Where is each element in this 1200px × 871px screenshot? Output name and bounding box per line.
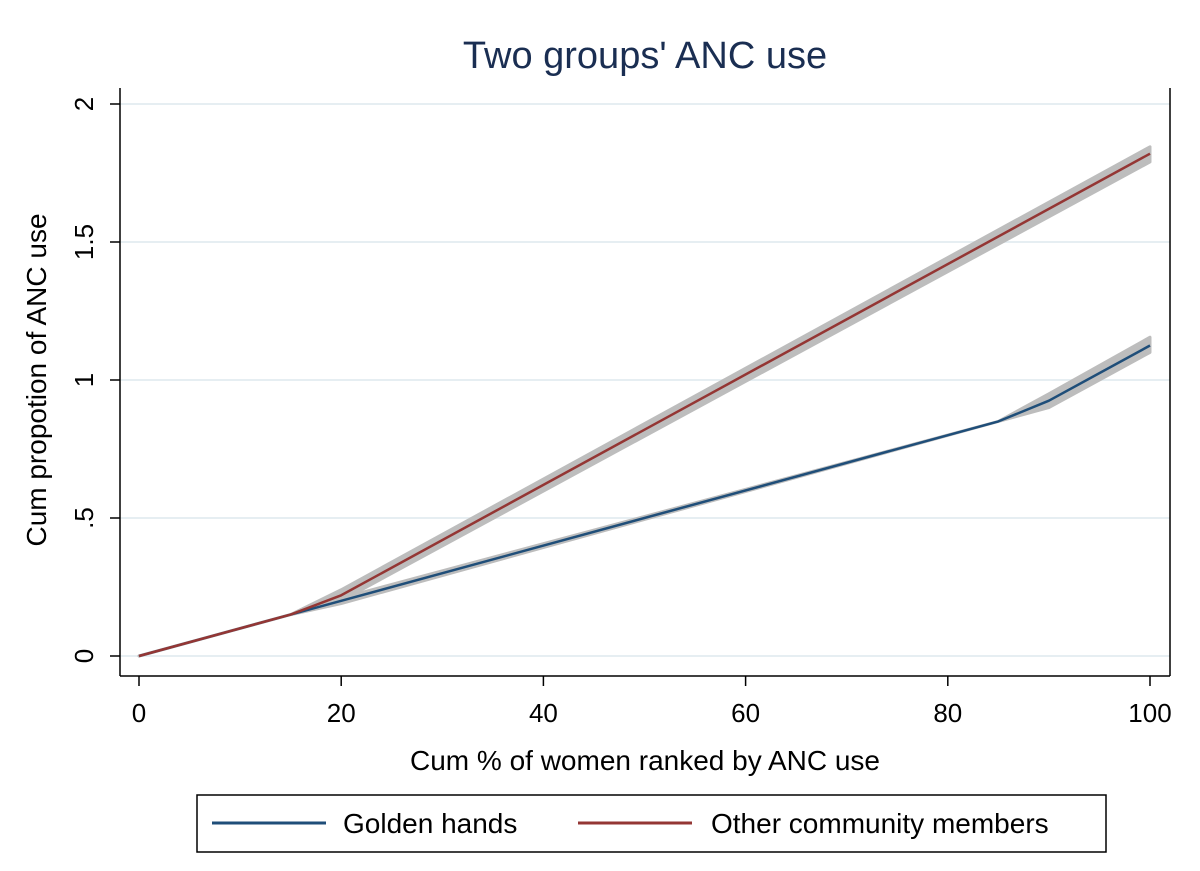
legend-label-other-community-members: Other community members xyxy=(711,808,1049,839)
y-tick-label-5: .5 xyxy=(69,507,99,529)
x-tick-label-100: 100 xyxy=(1128,698,1171,728)
series-line-other-community-members xyxy=(138,152,1151,658)
x-tick-label-80: 80 xyxy=(933,698,962,728)
legend: Golden hands Other community members xyxy=(196,794,1107,853)
y-axis-label: Cum propotion of ANC use xyxy=(21,213,52,546)
x-tick-label-0: 0 xyxy=(132,698,146,728)
y-tick-label-2: 2 xyxy=(69,97,99,111)
series-lines xyxy=(138,152,1151,658)
x-axis-label: Cum % of women ranked by ANC use xyxy=(410,745,880,776)
y-tick-label-0: 0 xyxy=(69,649,99,663)
x-tick-label-20: 20 xyxy=(327,698,356,728)
ci-band-other-community-members xyxy=(137,145,1152,658)
chart-title: Two groups' ANC use xyxy=(463,35,827,77)
grid-lines xyxy=(120,103,1170,657)
legend-label-golden-hands: Golden hands xyxy=(343,808,517,839)
series-line-golden-hands xyxy=(138,344,1151,658)
x-tick-label-60: 60 xyxy=(731,698,760,728)
axes: 0 20 40 60 80 100 0 .5 1 1.5 2 xyxy=(69,88,1172,728)
y-tick-label-1-5: 1.5 xyxy=(69,224,99,260)
confidence-bands xyxy=(137,145,1152,658)
y-tick-label-1: 1 xyxy=(69,373,99,387)
ci-band-golden-hands xyxy=(137,335,1152,658)
x-tick-label-40: 40 xyxy=(529,698,558,728)
